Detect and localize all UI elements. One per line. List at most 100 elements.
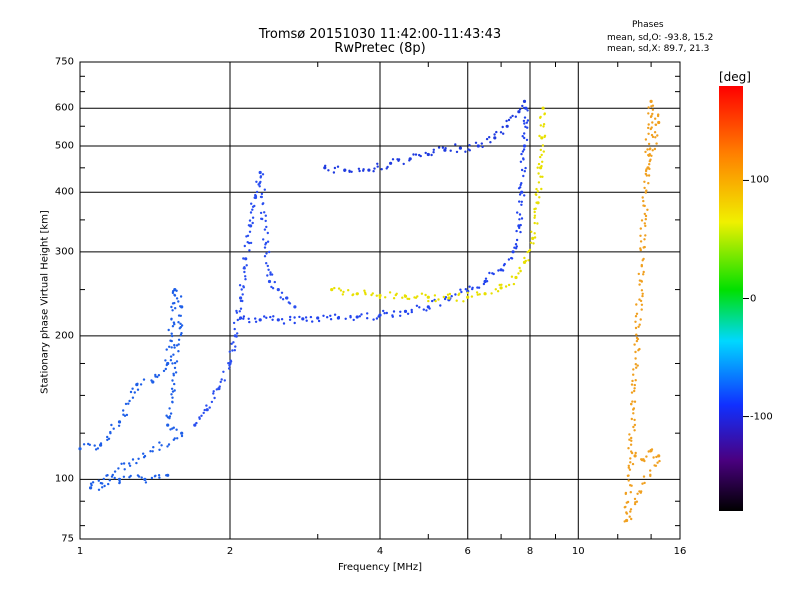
data-point xyxy=(630,484,633,487)
data-point xyxy=(533,232,536,235)
data-point xyxy=(523,194,526,197)
data-point xyxy=(170,317,173,320)
colorbar-ticks xyxy=(743,179,749,418)
data-point xyxy=(523,116,527,119)
data-point xyxy=(634,357,637,360)
data-point xyxy=(649,115,653,119)
data-point xyxy=(205,404,208,407)
data-point xyxy=(113,470,117,473)
data-point xyxy=(383,312,386,315)
data-point xyxy=(179,333,183,337)
data-point xyxy=(219,380,222,384)
data-point xyxy=(382,309,385,313)
data-point xyxy=(118,421,122,424)
data-point xyxy=(265,252,268,255)
data-point xyxy=(515,238,519,242)
data-point xyxy=(243,267,246,270)
data-point xyxy=(444,147,447,150)
data-point xyxy=(193,423,197,427)
data-point xyxy=(388,291,392,294)
data-point xyxy=(651,121,654,124)
data-point xyxy=(261,217,264,221)
data-point xyxy=(533,236,537,239)
data-point xyxy=(628,468,632,471)
data-point xyxy=(341,293,344,296)
data-point xyxy=(232,321,236,325)
data-point xyxy=(282,322,286,325)
data-point xyxy=(222,370,225,373)
data-point xyxy=(648,148,651,151)
data-point xyxy=(137,475,141,478)
data-point xyxy=(234,345,237,348)
data-point xyxy=(432,151,435,154)
data-point xyxy=(106,435,109,439)
data-point xyxy=(171,334,174,338)
data-point xyxy=(639,299,643,303)
data-point xyxy=(651,108,655,111)
data-point xyxy=(248,320,251,324)
data-point xyxy=(350,170,353,173)
data-point xyxy=(259,175,263,178)
data-point xyxy=(228,361,232,366)
data-point xyxy=(488,271,491,275)
data-point xyxy=(133,391,136,394)
data-point xyxy=(635,339,639,343)
data-point xyxy=(168,345,171,348)
data-point xyxy=(649,469,652,472)
data-point xyxy=(647,126,650,130)
data-point xyxy=(333,166,337,170)
data-point xyxy=(630,383,634,386)
data-point xyxy=(642,199,645,203)
data-point xyxy=(90,484,93,487)
data-point xyxy=(476,286,479,289)
data-point xyxy=(264,241,268,245)
data-point xyxy=(502,264,506,267)
data-point xyxy=(288,302,292,305)
data-point xyxy=(117,424,121,427)
data-point xyxy=(289,315,292,319)
data-point xyxy=(502,132,505,135)
data-point xyxy=(646,208,649,211)
data-point xyxy=(262,238,265,241)
data-point xyxy=(536,222,539,225)
data-point xyxy=(202,411,205,415)
data-point xyxy=(106,474,109,477)
data-point xyxy=(623,520,626,523)
data-point xyxy=(122,409,125,412)
data-point xyxy=(293,321,296,325)
data-point xyxy=(501,125,504,129)
phases-x-stats: mean, sd,X: 89.7, 21.3 xyxy=(607,44,710,54)
data-point xyxy=(653,131,657,134)
data-point xyxy=(522,119,526,123)
data-point xyxy=(264,219,267,223)
data-point xyxy=(246,234,250,237)
data-point xyxy=(269,315,272,319)
data-point xyxy=(327,169,330,172)
data-point xyxy=(468,149,471,152)
data-point xyxy=(524,125,527,128)
data-point xyxy=(170,332,173,335)
data-point xyxy=(258,318,262,322)
data-point xyxy=(489,141,492,144)
data-point xyxy=(539,155,542,159)
data-point xyxy=(437,146,441,149)
data-point xyxy=(480,142,483,145)
data-point xyxy=(210,400,214,404)
data-point xyxy=(109,432,112,435)
data-point xyxy=(142,452,145,455)
data-point xyxy=(651,149,654,152)
data-point xyxy=(468,144,471,147)
data-point xyxy=(520,168,524,172)
data-point xyxy=(263,211,266,214)
data-point xyxy=(267,268,270,271)
data-point xyxy=(125,413,129,417)
data-point xyxy=(123,468,126,471)
y-tick-label: 600 xyxy=(54,102,74,114)
data-point xyxy=(78,447,82,451)
data-point xyxy=(523,256,526,260)
data-point xyxy=(384,296,387,299)
data-point xyxy=(378,293,382,298)
data-point xyxy=(173,382,176,386)
data-point xyxy=(165,414,168,417)
data-point xyxy=(399,314,402,317)
